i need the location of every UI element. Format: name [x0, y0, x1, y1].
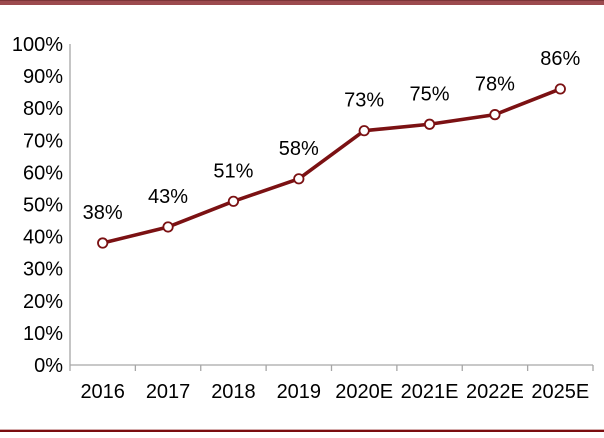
- y-axis-tick-label: 40%: [23, 227, 63, 249]
- x-axis-category-label: 2020E: [335, 381, 393, 403]
- x-axis-category-label: 2025E: [531, 381, 589, 403]
- x-axis-category-label: 2016: [80, 381, 125, 403]
- x-axis-category-label: 2018: [211, 381, 256, 403]
- y-axis-tick-label: 0%: [34, 355, 63, 377]
- data-point-marker: [554, 83, 566, 95]
- data-point-marker: [162, 221, 174, 233]
- x-axis-category-label: 2019: [277, 381, 322, 403]
- y-axis-tick-label: 80%: [23, 98, 63, 120]
- data-point-marker: [489, 109, 501, 121]
- y-axis-tick-label: 100%: [12, 34, 63, 56]
- data-label: 38%: [83, 202, 123, 224]
- series-line: [100, 87, 563, 245]
- data-point-marker: [358, 125, 370, 137]
- y-axis-tick-label: 50%: [23, 195, 63, 217]
- y-axis-tick-label: 10%: [23, 323, 63, 345]
- data-point-marker: [97, 237, 109, 249]
- y-axis-tick-label: 60%: [23, 162, 63, 184]
- y-axis-tick-label: 90%: [23, 66, 63, 88]
- x-axis-category-label: 2021E: [401, 381, 459, 403]
- data-point-marker: [227, 195, 240, 207]
- data-label: 58%: [279, 138, 319, 160]
- data-label: 86%: [540, 48, 580, 70]
- y-axis-tick-label: 30%: [23, 259, 63, 281]
- slide-top-border: [0, 0, 604, 5]
- data-label: 43%: [148, 186, 188, 208]
- y-axis-tick-label: 20%: [23, 291, 63, 313]
- x-axis-category-label: 2017: [146, 381, 191, 403]
- data-label: 51%: [213, 160, 253, 182]
- data-point-marker: [423, 118, 436, 130]
- x-axis-category-label: 2022E: [466, 381, 524, 403]
- y-axis-tick-label: 70%: [23, 130, 63, 152]
- data-label: 75%: [410, 83, 450, 105]
- data-label: 78%: [475, 74, 515, 96]
- data-label: 73%: [344, 90, 384, 112]
- slide-bottom-border: [0, 429, 604, 432]
- data-point-marker: [293, 173, 305, 185]
